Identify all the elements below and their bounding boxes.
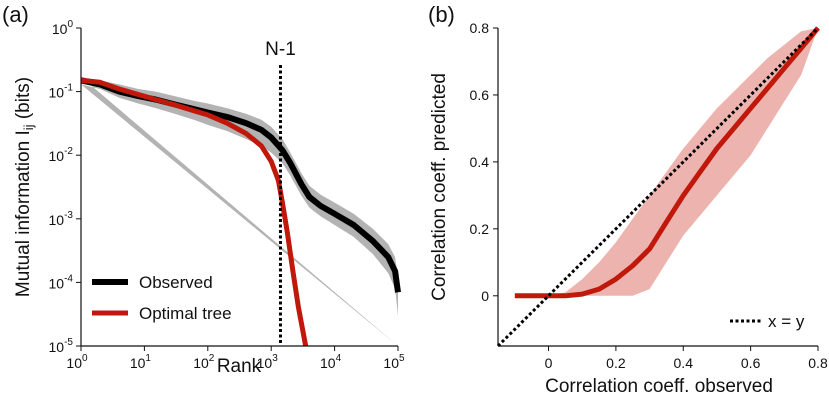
y-tick-label: 10-5 [49, 337, 74, 355]
legend-identity-label: x = y [768, 312, 805, 331]
panel-b-legend: x = y [730, 312, 805, 331]
n-minus-1-label: N-1 [265, 39, 296, 60]
x-tick-label: 0.8 [808, 355, 828, 371]
panel-a-label: (a) [2, 2, 29, 27]
optimal-tree-line [80, 77, 309, 347]
x-tick-label: 102 [193, 353, 215, 371]
panel-b-label: (b) [428, 2, 455, 27]
panel-b-y-ticks: 0 0.2 0.4 0.6 0.8 [470, 20, 498, 304]
panel-a-y-label: Mutual information Iij (bits) [13, 77, 36, 297]
panel-b-x-label: Correlation coeff. observed [545, 376, 773, 397]
observed-range-band [81, 76, 398, 347]
panel-a-legend: Observed Optimal tree [92, 273, 232, 323]
predicted-range-band [514, 28, 818, 296]
y-tick-label: 10-4 [49, 273, 74, 291]
panel-a: (a) N-1 100 101 102 103 104 105 10-510-410-31… [2, 2, 405, 377]
x-tick-label: 103 [257, 353, 279, 371]
y-tick-label: 0.4 [470, 154, 490, 170]
y-tick-label: 10-3 [49, 210, 74, 228]
panel-b-y-label: Correlation coeff. predicted [429, 73, 450, 301]
x-tick-label: 100 [66, 353, 88, 371]
x-tick-label: 105 [383, 353, 405, 371]
x-tick-label: 0 [545, 355, 553, 371]
panel-b-x-ticks: 0 0.2 0.4 0.6 0.8 [545, 346, 828, 371]
y-tick-label: 0.2 [470, 221, 490, 237]
predicted-mean-line [514, 26, 820, 299]
x-tick-label: 104 [320, 353, 342, 371]
y-tick-label: 10-1 [49, 83, 74, 101]
y-tick-label: 0.6 [470, 87, 490, 103]
legend-optimal-tree-label: Optimal tree [139, 304, 232, 323]
y-tick-label: 100 [52, 19, 74, 37]
legend-observed-label: Observed [139, 273, 213, 292]
panel-a-x-label: Rank [217, 356, 262, 377]
x-tick-label: 0.4 [674, 355, 694, 371]
x-tick-label: 0.6 [741, 355, 761, 371]
panel-a-x-ticks: 100 101 102 103 104 105 [66, 346, 405, 371]
panel-b: (b) 0 0.2 0.4 0.6 0.8 0 0.2 0.4 0.6 0.8 Correlat… [428, 2, 828, 397]
x-tick-label: 101 [130, 353, 152, 371]
y-tick-label: 10-2 [49, 146, 74, 164]
panel-a-y-ticks: 10-5 10-4 10-3 10-2 10-1 100 [49, 19, 81, 355]
y-tick-label: 0.8 [470, 20, 490, 36]
identity-line [496, 26, 820, 348]
y-tick-label: 0 [481, 288, 489, 304]
x-tick-label: 0.2 [606, 355, 626, 371]
